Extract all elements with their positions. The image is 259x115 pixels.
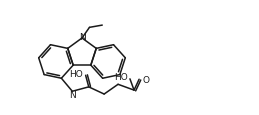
Text: HO: HO [69,69,83,78]
Text: N: N [79,33,85,42]
Text: N: N [69,90,76,99]
Text: O: O [142,75,149,84]
Text: HO: HO [114,73,128,82]
